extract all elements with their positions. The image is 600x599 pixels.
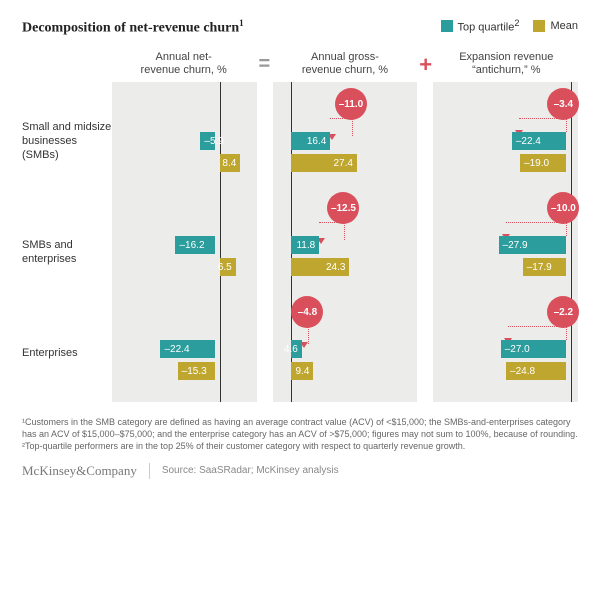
legend-item-top-quartile: Top quartile2	[441, 18, 520, 34]
row-label: Small and midsize businesses (SMBs)	[22, 82, 112, 200]
connector	[508, 326, 567, 340]
connector	[506, 222, 568, 236]
panels: –5.9 8.4 –16.2 6.5 –22.4 –15.3 –11.016.4 27.4 –1…	[112, 82, 578, 402]
col-header-2: Expansion revenue“antichurn,” %	[435, 51, 578, 79]
legend-item-mean: Mean	[533, 18, 578, 34]
bar-top-quartile: –22.4	[160, 340, 214, 358]
bar-mean: –15.3	[178, 362, 215, 380]
bar-top-quartile: –27.9	[499, 236, 567, 254]
diff-badge: –11.0	[335, 88, 367, 120]
bar-top-quartile: 16.4	[291, 132, 331, 150]
bar-group: –10.0–27.9–17.9	[433, 200, 578, 284]
header: Decomposition of net-revenue churn1 Top …	[22, 18, 578, 37]
bar-top-quartile: –5.9	[200, 132, 214, 150]
chart-grid: Small and midsize businesses (SMBs)SMBs …	[22, 82, 578, 402]
footer: McKinsey&Company Source: SaaSRadar; McKi…	[22, 463, 578, 479]
operator-equals: =	[255, 51, 273, 79]
bar-group: –16.2 6.5	[112, 200, 257, 284]
col-header-0: Annual net-revenue churn, %	[112, 51, 255, 79]
row-label: SMBs and enterprises	[22, 200, 112, 304]
bar-top-quartile: 11.8	[291, 236, 320, 254]
title-sup: 1	[239, 18, 244, 28]
title-text: Decomposition of net-revenue churn	[22, 21, 239, 36]
diff-badge: –12.5	[327, 192, 359, 224]
footnote-2: ²Top-quartile performers are in the top …	[22, 440, 578, 452]
bar-mean: 6.5	[220, 258, 236, 276]
diff-badge: –10.0	[547, 192, 579, 224]
bar-group: –3.4–22.4–19.0	[433, 96, 578, 180]
bar-mean: 9.4	[291, 362, 314, 380]
bar-mean: 8.4	[220, 154, 240, 172]
footnotes: ¹Customers in the SMB category are defin…	[22, 416, 578, 452]
bar-group: –12.511.824.3	[273, 200, 418, 284]
bar-top-quartile: –16.2	[175, 236, 214, 254]
swatch-top-quartile	[441, 20, 453, 32]
panel: –11.016.427.4–12.511.824.3–4.84.69.4	[273, 82, 418, 402]
bar-mean: –19.0	[520, 154, 566, 172]
bar-group: –22.4 –15.3	[112, 304, 257, 388]
chart-title: Decomposition of net-revenue churn1	[22, 18, 244, 37]
footnote-1: ¹Customers in the SMB category are defin…	[22, 416, 578, 440]
legend-label-0: Top quartile2	[458, 18, 520, 34]
swatch-mean	[533, 20, 545, 32]
bar-mean: –17.9	[523, 258, 566, 276]
col-header-1: Annual gross-revenue churn, %	[273, 51, 416, 79]
bar-top-quartile: 4.6	[291, 340, 302, 358]
connector	[519, 118, 567, 132]
diff-badge: –2.2	[547, 296, 579, 328]
panel: –5.9 8.4 –16.2 6.5 –22.4 –15.3	[112, 82, 257, 402]
bar-group: –2.2–27.0–24.8	[433, 304, 578, 388]
bar-group: –5.9 8.4	[112, 96, 257, 180]
operator-plus: +	[417, 51, 435, 79]
column-headers: Annual net-revenue churn, % = Annual gro…	[22, 51, 578, 79]
bar-mean: 24.3	[291, 258, 350, 276]
bar-top-quartile: –27.0	[501, 340, 566, 358]
bar-mean: 27.4	[291, 154, 357, 172]
bar-group: –11.016.427.4	[273, 96, 418, 180]
brand: McKinsey&Company	[22, 463, 137, 479]
legend-label-1: Mean	[550, 20, 578, 32]
bar-mean: –24.8	[506, 362, 566, 380]
footer-divider	[149, 463, 150, 479]
bar-group: –4.84.69.4	[273, 304, 418, 388]
panel: –3.4 –22.4 –19.0 –10.0 –27.9 –17.9 –2.2 –27.0 –2…	[433, 82, 578, 402]
row-labels: Small and midsize businesses (SMBs)SMBs …	[22, 82, 112, 402]
legend: Top quartile2 Mean	[441, 18, 579, 34]
diff-badge: –3.4	[547, 88, 579, 120]
diff-badge: –4.8	[291, 296, 323, 328]
source: Source: SaaSRadar; McKinsey analysis	[162, 465, 339, 476]
row-label: Enterprises	[22, 304, 112, 402]
bar-top-quartile: –22.4	[512, 132, 566, 150]
